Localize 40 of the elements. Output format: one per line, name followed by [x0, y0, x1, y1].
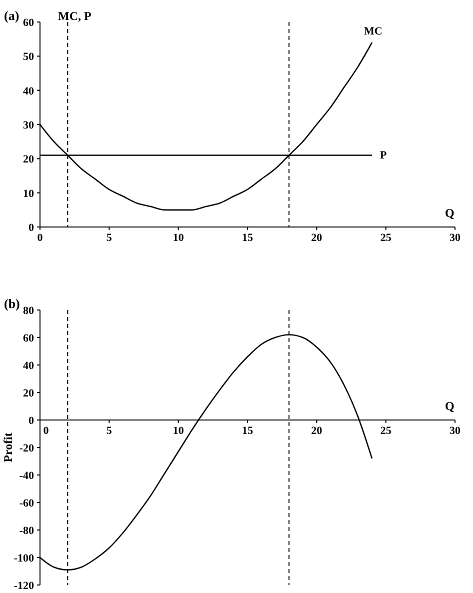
y-tick-label: -60: [19, 498, 34, 510]
y-tick-label: 40: [23, 360, 34, 372]
y-tick-label: 20: [23, 388, 34, 400]
y-tick-label: 50: [23, 51, 34, 64]
y-tick-label: 0: [28, 415, 34, 427]
x-tick-label: 15: [242, 425, 254, 437]
x-tick-label: 5: [106, 232, 112, 244]
chart-title: (b): [4, 296, 20, 311]
y-tick-label: -80: [19, 525, 34, 537]
y-tick-label: 0: [28, 222, 34, 234]
x-tick-label: 25: [380, 425, 392, 437]
x-tick-label: 5: [106, 425, 112, 437]
y-tick-label: -20: [19, 442, 34, 454]
y-tick-label: 60: [23, 332, 34, 344]
x-tick-label: 15: [242, 232, 254, 244]
x-tick-label: 0: [43, 425, 50, 437]
x-tick-label: 30: [450, 232, 461, 244]
y-tick-label: 10: [23, 188, 34, 200]
y-tick-label: 30: [23, 120, 34, 132]
x-tick-label: 0: [37, 232, 44, 244]
x-tick-label: 10: [172, 232, 184, 244]
x-tick-label: 30: [450, 425, 461, 437]
y-axis-title: Profit: [1, 432, 15, 462]
chart-title: (a): [4, 8, 20, 23]
y-tick-label: -120: [14, 580, 34, 592]
x-tick-label: 10: [172, 425, 184, 437]
y-tick-label: 20: [23, 154, 34, 166]
x-axis-title: Q: [445, 399, 454, 413]
x-tick-label: 20: [311, 425, 323, 437]
y-tick-label: 40: [23, 85, 34, 98]
y-tick-label: -40: [19, 470, 34, 482]
y-tick-label: 80: [23, 305, 34, 317]
x-axis-title: Q: [445, 206, 454, 220]
x-tick-label: 20: [311, 232, 323, 244]
y-axis-title: MC, P: [58, 9, 92, 23]
series-label: MC: [364, 26, 382, 38]
y-tick-label: 60: [23, 17, 34, 29]
y-tick-label: -100: [14, 552, 34, 564]
x-tick-label: 25: [380, 232, 392, 244]
series-label: P: [380, 149, 387, 162]
